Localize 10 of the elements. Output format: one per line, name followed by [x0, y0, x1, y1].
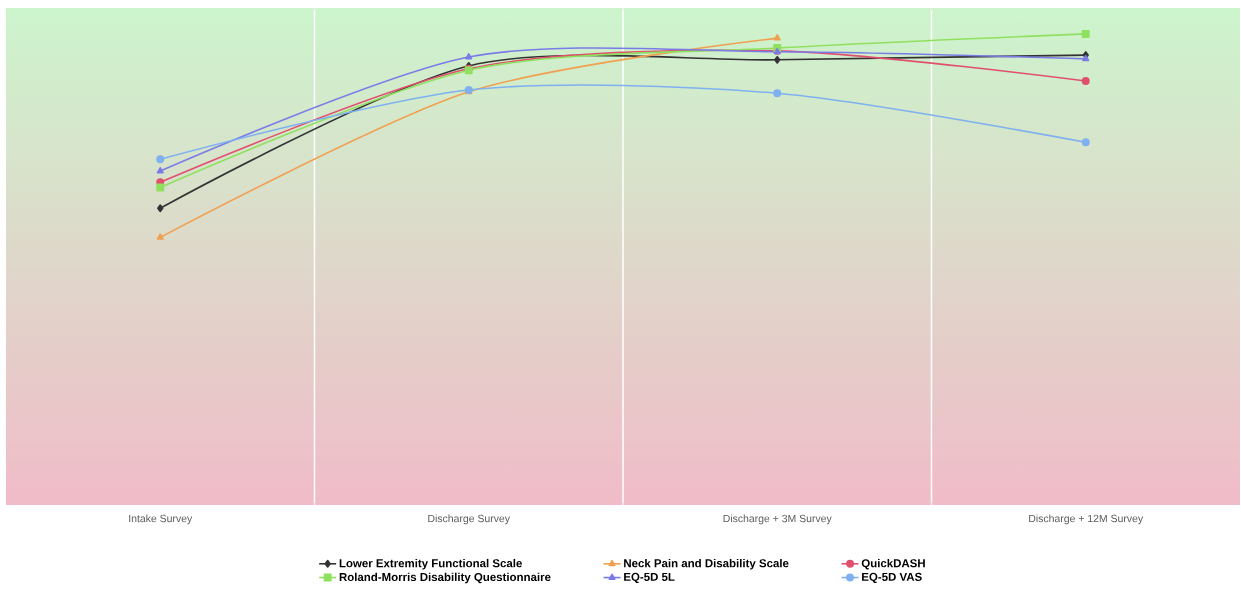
legend-label: QuickDASH — [861, 558, 925, 570]
x-tick-label: Intake Survey — [129, 514, 193, 525]
legend-label: Neck Pain and Disability Scale — [624, 558, 789, 570]
legend-label: Roland-Morris Disability Questionnaire — [339, 572, 551, 584]
x-tick-label: Discharge + 12M Survey — [1029, 514, 1144, 525]
legend-label: EQ-5D 5L — [624, 572, 675, 584]
legend-label: EQ-5D VAS — [862, 572, 922, 584]
x-tick-label: Discharge + 3M Survey — [723, 514, 832, 525]
x-tick-label: Discharge Survey — [428, 514, 510, 525]
legend-label: Lower Extremity Functional Scale — [339, 558, 522, 570]
